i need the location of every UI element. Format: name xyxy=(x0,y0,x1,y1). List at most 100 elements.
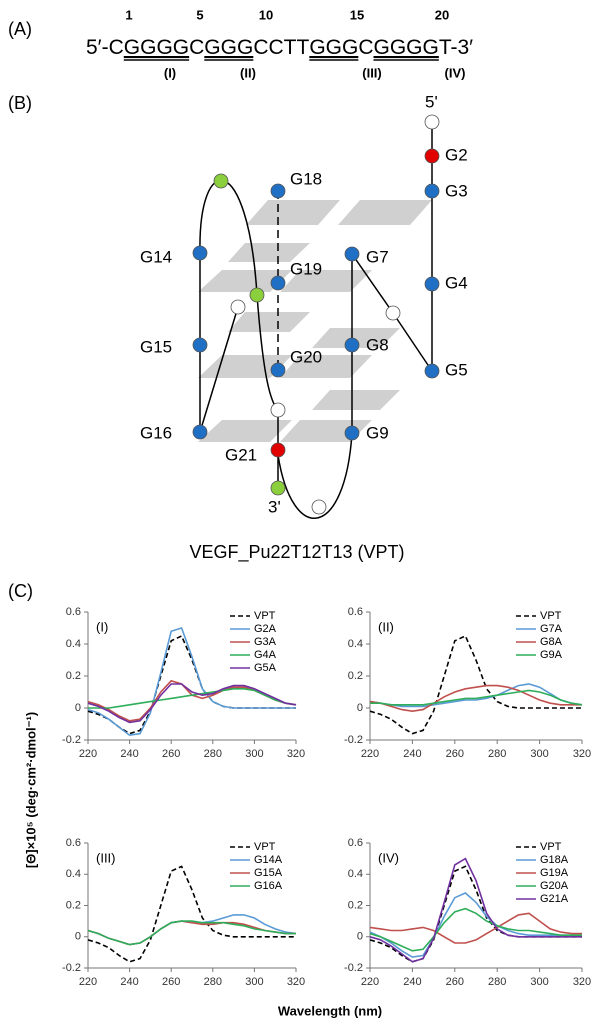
x-tick-label: 220 xyxy=(79,976,97,988)
x-tick-label: 320 xyxy=(287,748,305,760)
legend-label: VPT xyxy=(540,841,562,853)
x-tick-label: 320 xyxy=(573,748,591,760)
plane xyxy=(312,328,400,348)
position-number: 10 xyxy=(259,7,273,22)
plane xyxy=(228,312,310,332)
sequence-part: C xyxy=(189,36,204,59)
plane xyxy=(228,243,310,262)
tract-label: (IV) xyxy=(445,65,466,80)
y-tick-label: -0.2 xyxy=(344,734,363,746)
node xyxy=(270,183,286,199)
y-tick-label: 0.6 xyxy=(66,837,81,849)
node-label: G16 xyxy=(140,423,172,442)
legend-label: G19A xyxy=(540,867,569,879)
plane xyxy=(312,390,400,410)
position-numbers: 1 5 10 15 20 xyxy=(125,7,449,22)
node-label: G14 xyxy=(140,247,172,266)
node xyxy=(270,402,286,418)
legend-label: G8A xyxy=(540,636,563,648)
position-number: 20 xyxy=(435,7,449,22)
sequence-part: T-3′ xyxy=(439,36,473,59)
sequence-part: GGGG xyxy=(374,36,439,59)
sequence-part: CCTT xyxy=(253,36,309,59)
node xyxy=(230,299,246,315)
legend-label: VPT xyxy=(254,841,276,853)
legend-label: VPT xyxy=(254,610,276,622)
plane xyxy=(280,270,372,292)
y-axis-label: [Θ]×10⁵ (deg·cm²·dmol⁻¹) xyxy=(23,712,38,868)
y-tick-label: -0.2 xyxy=(62,734,81,746)
plane xyxy=(338,200,432,225)
series-line xyxy=(87,920,296,946)
y-tick-label: 0 xyxy=(75,702,81,714)
x-tick-label: 260 xyxy=(446,976,464,988)
y-tick-label: 0.2 xyxy=(66,899,81,911)
x-tick-label: 280 xyxy=(488,748,506,760)
y-tick-label: 0.2 xyxy=(66,670,81,682)
panel-label: (A) xyxy=(8,19,32,39)
x-tick-label: 300 xyxy=(245,748,263,760)
sequence-part: C xyxy=(358,36,373,59)
x-tick-label: 220 xyxy=(79,748,97,760)
x-tick-label: 300 xyxy=(245,976,263,988)
nucleotides xyxy=(192,114,440,515)
node xyxy=(424,363,440,379)
x-tick-label: 280 xyxy=(488,976,506,988)
node-label: G2 xyxy=(445,145,468,164)
sequence: 5′-CGGGGCGGGCCTTGGGCGGGGT-3′ xyxy=(86,36,473,59)
node xyxy=(192,337,208,353)
x-tick-label: 300 xyxy=(530,976,548,988)
plane xyxy=(198,270,292,292)
node xyxy=(270,362,286,378)
node-label: G21 xyxy=(225,445,257,464)
node xyxy=(311,499,327,515)
node-label: G4 xyxy=(445,273,468,292)
panel-label: (C) xyxy=(8,581,33,601)
y-tick-label: -0.2 xyxy=(62,962,81,974)
x-tick-label: 320 xyxy=(573,976,591,988)
quartet-planes xyxy=(198,200,432,442)
y-tick-label: 0 xyxy=(357,702,363,714)
legend-label: G4A xyxy=(254,649,277,661)
position-number: 1 xyxy=(125,7,132,22)
node-labels: 5' G2 G3 G4 G5 G7 G8 G9 G14 G15 G16 G18 … xyxy=(140,92,468,516)
series-line xyxy=(369,892,582,958)
sequence-part: GGG xyxy=(204,36,253,59)
x-tick-label: 240 xyxy=(403,976,421,988)
y-tick-label: 0 xyxy=(357,931,363,943)
position-number: 5 xyxy=(196,7,203,22)
node xyxy=(270,480,286,496)
chart: -0.2 0 0.2 0.4 0.6 220 240 260 280 300 320 (I) VPTG2… xyxy=(62,606,305,760)
node xyxy=(385,305,401,321)
x-tick-label: 220 xyxy=(361,976,379,988)
x-tick-label: 300 xyxy=(530,748,548,760)
legend-label: G16A xyxy=(254,880,283,892)
x-tick-label: 280 xyxy=(204,748,222,760)
legend-label: VPT xyxy=(540,610,562,622)
series-line xyxy=(87,683,297,724)
node xyxy=(270,275,286,291)
node xyxy=(424,183,440,199)
chart-label: (IV) xyxy=(378,850,399,865)
x-tick-label: 260 xyxy=(446,748,464,760)
series-line xyxy=(370,689,583,706)
legend-label: G18A xyxy=(540,854,569,866)
series-line xyxy=(88,688,297,709)
series-line xyxy=(369,634,582,735)
sequence-part: GGG xyxy=(309,36,358,59)
node xyxy=(424,114,440,130)
series-line xyxy=(369,683,583,708)
node-label: G7 xyxy=(366,247,389,266)
node xyxy=(344,337,360,353)
tract-label: (I) xyxy=(164,65,176,80)
chart-label: (II) xyxy=(378,619,394,634)
node xyxy=(424,276,440,292)
y-tick-label: -0.2 xyxy=(344,962,363,974)
tract-label: (III) xyxy=(362,65,382,80)
node-label: G8 xyxy=(366,335,389,354)
legend-label: G14A xyxy=(254,854,283,866)
series-line xyxy=(369,907,582,952)
node-label: G5 xyxy=(445,360,468,379)
